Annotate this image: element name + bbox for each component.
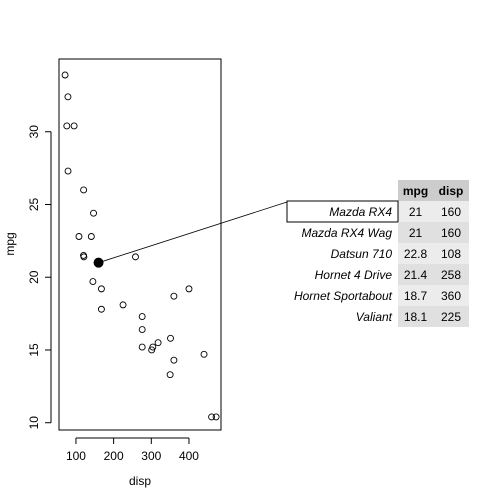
table-cell-disp: 160 [441, 205, 461, 219]
x-tick-label: 100 [66, 449, 86, 463]
data-point [154, 339, 162, 347]
highlight-box [286, 200, 399, 223]
data-point [170, 292, 178, 300]
data-table: mpg disp Mazda RX4 21 160 Mazda RX4 Wag 21 160 D… [286, 180, 469, 327]
y-axis-title: mpg [3, 232, 17, 255]
data-point [80, 253, 88, 261]
table-cell-bg [433, 222, 469, 243]
x-tick-label: 400 [179, 449, 199, 463]
table-cell-mpg: 21 [409, 226, 423, 240]
column-header: mpg [403, 184, 428, 198]
row-label: Mazda RX4 Wag [302, 226, 393, 240]
data-point [90, 209, 97, 217]
data-point [138, 343, 146, 351]
data-point [70, 122, 78, 130]
table-cell-bg [433, 285, 469, 306]
y-tick-label: 25 [27, 197, 41, 211]
y-tick-label: 30 [27, 125, 41, 139]
highlight-connector [98, 201, 288, 264]
table-cell-mpg: 22.8 [404, 247, 428, 261]
data-point [97, 305, 105, 313]
data-point [132, 253, 139, 261]
data-point [119, 301, 127, 309]
data-point [89, 278, 97, 286]
table-cell-mpg: 21 [409, 205, 423, 219]
table-cell-bg [398, 285, 433, 306]
data-point [75, 233, 83, 240]
table-cell-bg [433, 306, 469, 327]
x-axis: 100 200 300 400 [66, 437, 199, 463]
table-cell-mpg: 21.4 [404, 268, 428, 282]
data-point [212, 413, 220, 421]
header-cell-bg [433, 180, 469, 201]
table-cell-bg [398, 306, 433, 327]
data-point [64, 93, 72, 101]
table-cell-disp: 360 [441, 289, 461, 303]
row-label: Valiant [356, 310, 393, 324]
scatter-points [61, 71, 220, 421]
table-cell-bg [433, 243, 469, 264]
table-cell-bg [398, 264, 433, 285]
x-axis-title: disp [129, 474, 151, 488]
table-cell-mpg: 18.1 [404, 310, 428, 324]
row-label: Hornet 4 Drive [315, 268, 393, 282]
data-point [61, 71, 69, 79]
y-tick-label: 10 [27, 416, 41, 430]
header-cell-bg [398, 180, 433, 201]
y-axis: 10 15 20 25 30 [27, 125, 52, 430]
row-label: Datsun 710 [331, 247, 393, 261]
data-point [138, 326, 146, 334]
table-cell-bg [433, 201, 469, 222]
x-tick-label: 200 [104, 449, 124, 463]
y-tick-label: 15 [27, 343, 41, 357]
data-point [87, 233, 95, 240]
table-cell-bg [398, 243, 433, 264]
table-cell-mpg: 18.7 [404, 289, 428, 303]
data-point [63, 122, 71, 130]
column-header: disp [439, 184, 464, 198]
data-point [148, 346, 156, 354]
table-cell-bg [433, 264, 469, 285]
data-point [149, 343, 157, 351]
connector-line [98, 201, 288, 264]
table-cell-disp: 108 [441, 247, 461, 261]
table-cell-bg [398, 201, 433, 222]
table-cell-disp: 258 [441, 268, 461, 282]
data-point [80, 186, 88, 194]
data-point [167, 334, 174, 342]
data-point [138, 313, 146, 320]
x-tick-label: 300 [141, 449, 161, 463]
row-label: Mazda RX4 [329, 205, 392, 219]
table-cell-disp: 225 [441, 310, 461, 324]
data-point [97, 285, 105, 293]
table-cell-disp: 160 [441, 226, 461, 240]
data-point [64, 167, 72, 175]
data-point [170, 356, 178, 364]
y-tick-label: 20 [27, 270, 41, 284]
data-point [208, 413, 216, 421]
data-point [166, 371, 174, 379]
data-point [185, 285, 193, 293]
plot-frame [58, 58, 222, 431]
data-point [200, 350, 208, 358]
table-cell-bg [398, 222, 433, 243]
row-label: Hornet Sportabout [294, 289, 393, 303]
